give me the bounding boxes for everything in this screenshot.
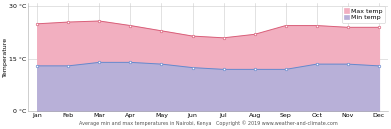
X-axis label: Average min and max temperatures in Nairobi, Kenya   Copyright © 2019 www.weathe: Average min and max temperatures in Nair…: [79, 121, 337, 126]
Legend: Max temp, Min temp: Max temp, Min temp: [342, 6, 385, 23]
Y-axis label: Temperature: Temperature: [3, 37, 8, 77]
